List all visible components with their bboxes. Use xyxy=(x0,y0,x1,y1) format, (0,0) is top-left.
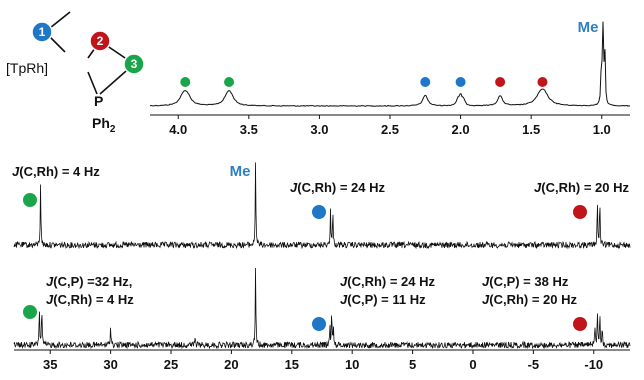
h1-peak-markers xyxy=(180,77,548,87)
c13b-marker-blue xyxy=(312,317,326,331)
c13a-annotation-2: J(C,Rh) = 24 Hz xyxy=(290,180,385,195)
h1-spectrum: 4.0 3.5 3.0 2.5 2.0 1.5 1.0 Me xyxy=(149,19,631,137)
badge-2 xyxy=(89,30,111,52)
h1-tick-label-6: 1.0 xyxy=(593,122,611,137)
c13b-tick-label-6: 5 xyxy=(409,357,416,372)
h1-tick-label-1: 3.5 xyxy=(240,122,258,137)
tprh-label: [TpRh] xyxy=(6,60,48,76)
c13b-tick-label-1: 30 xyxy=(103,357,117,372)
phosphorus-label: P xyxy=(94,93,103,109)
badge-2-num: 2 xyxy=(97,34,104,48)
c13b-tick-label-2: 25 xyxy=(164,357,178,372)
c13b-annotation-1-line-1: J(C,P) = 11 Hz xyxy=(340,292,426,307)
c13a-marker-green xyxy=(23,193,37,207)
c13b-annotation-0-line-1: J(C,Rh) = 4 Hz xyxy=(46,292,134,307)
h1-tick-label-0: 4.0 xyxy=(169,122,187,137)
c13b-annotation-2-line-0: J(C,P) = 38 Hz xyxy=(482,274,569,289)
c13b-tick-label-5: 10 xyxy=(345,357,359,372)
c13b-trace xyxy=(13,267,631,350)
c13a-marker-blue xyxy=(312,205,326,219)
badge-1 xyxy=(31,21,53,43)
c13b-marker-red xyxy=(573,317,587,331)
phenyl-label: Ph2 xyxy=(92,115,116,135)
c13b-annotation-2-line-1: J(C,Rh) = 20 Hz xyxy=(482,292,577,307)
h1-marker-5 xyxy=(537,77,548,87)
h1-me-label: Me xyxy=(578,19,599,36)
c13a-annotation-0: J(C,Rh) = 4 Hz xyxy=(12,164,100,179)
h1-marker-3 xyxy=(455,77,466,87)
h1-marker-1 xyxy=(224,77,235,87)
h1-trace xyxy=(149,21,631,107)
c13b-marker-green xyxy=(23,305,37,319)
rh-p-bond xyxy=(87,71,98,95)
badge-3 xyxy=(123,53,145,75)
h1-marker-0 xyxy=(180,77,191,87)
c13b-tick-label-8: -5 xyxy=(528,357,540,372)
h1-x-ticks: 4.0 3.5 3.0 2.5 2.0 1.5 1.0 xyxy=(169,115,611,137)
c13b-tick-label-9: -10 xyxy=(584,357,603,372)
c13-spectrum-b: 35 30 25 20 15 10 5 0 -5 -10 J(C,P) =32 Hz, J(C,R… xyxy=(13,267,631,372)
c13b-tick-label-4: 15 xyxy=(285,357,299,372)
structure-diagram: 1 2 3 [TpRh] P Ph2 xyxy=(6,11,145,135)
h1-tick-label-2: 3.0 xyxy=(310,122,328,137)
c13a-marker-red xyxy=(573,205,587,219)
h1-tick-label-5: 1.5 xyxy=(522,122,540,137)
badge-3-num: 3 xyxy=(131,57,138,71)
c13b-tick-label-7: 0 xyxy=(469,357,476,372)
h1-marker-4 xyxy=(495,77,506,87)
h1-marker-2 xyxy=(420,77,431,87)
h1-tick-label-3: 2.5 xyxy=(381,122,399,137)
c13-spectrum-a: J(C,Rh) = 4 Hz Me J(C,Rh) = 24 Hz J(C,Rh… xyxy=(12,162,631,250)
c13a-annotation-3: J(C,Rh) = 20 Hz xyxy=(534,180,629,195)
badge-1-num: 1 xyxy=(39,25,46,39)
c13a-trace xyxy=(13,162,631,250)
c13b-annotation-1-line-0: J(C,Rh) = 24 Hz xyxy=(340,274,435,289)
h1-tick-label-4: 2.0 xyxy=(452,122,470,137)
c13b-x-ticks: 35 30 25 20 15 10 5 0 -5 -10 xyxy=(43,350,603,372)
c13b-tick-label-0: 35 xyxy=(43,357,57,372)
c13b-annotation-0-line-0: J(C,P) =32 Hz, xyxy=(46,274,132,289)
c13b-tick-label-3: 20 xyxy=(224,357,238,372)
c13a-me-label: Me xyxy=(230,163,251,180)
